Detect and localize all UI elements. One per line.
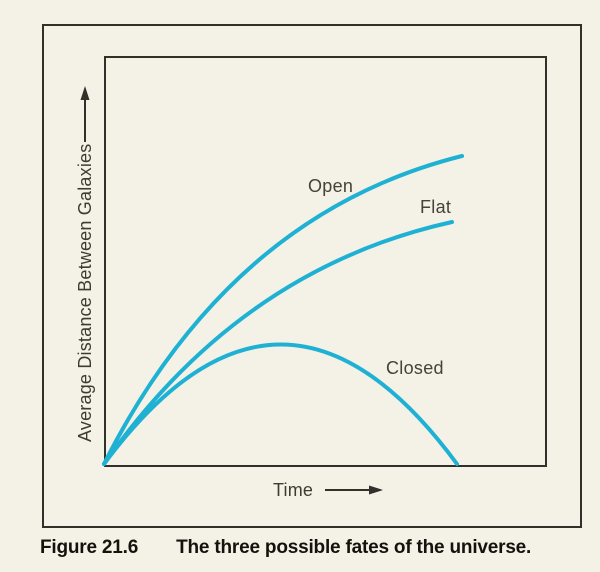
x-axis-label-text: Time <box>273 479 314 500</box>
up-arrow-icon <box>80 86 90 142</box>
x-axis-label: Time <box>273 479 384 501</box>
y-axis-label: Average Distance Between Galaxies <box>73 86 97 442</box>
curve-label-flat: Flat <box>420 197 452 217</box>
caption-figure-number: Figure 21.6 <box>40 537 139 558</box>
figure-frame <box>42 24 582 528</box>
plot-area <box>104 56 547 467</box>
curve-label-closed: Closed <box>386 358 444 378</box>
caption-text: The three possible fates of the universe… <box>176 537 532 558</box>
figure-caption: Figure 21.6 The three possible fates of t… <box>40 537 531 559</box>
curve-label-open: Open <box>308 176 354 196</box>
right-arrow-icon <box>325 485 384 495</box>
y-axis-label-text: Average Distance Between Galaxies <box>74 143 95 442</box>
